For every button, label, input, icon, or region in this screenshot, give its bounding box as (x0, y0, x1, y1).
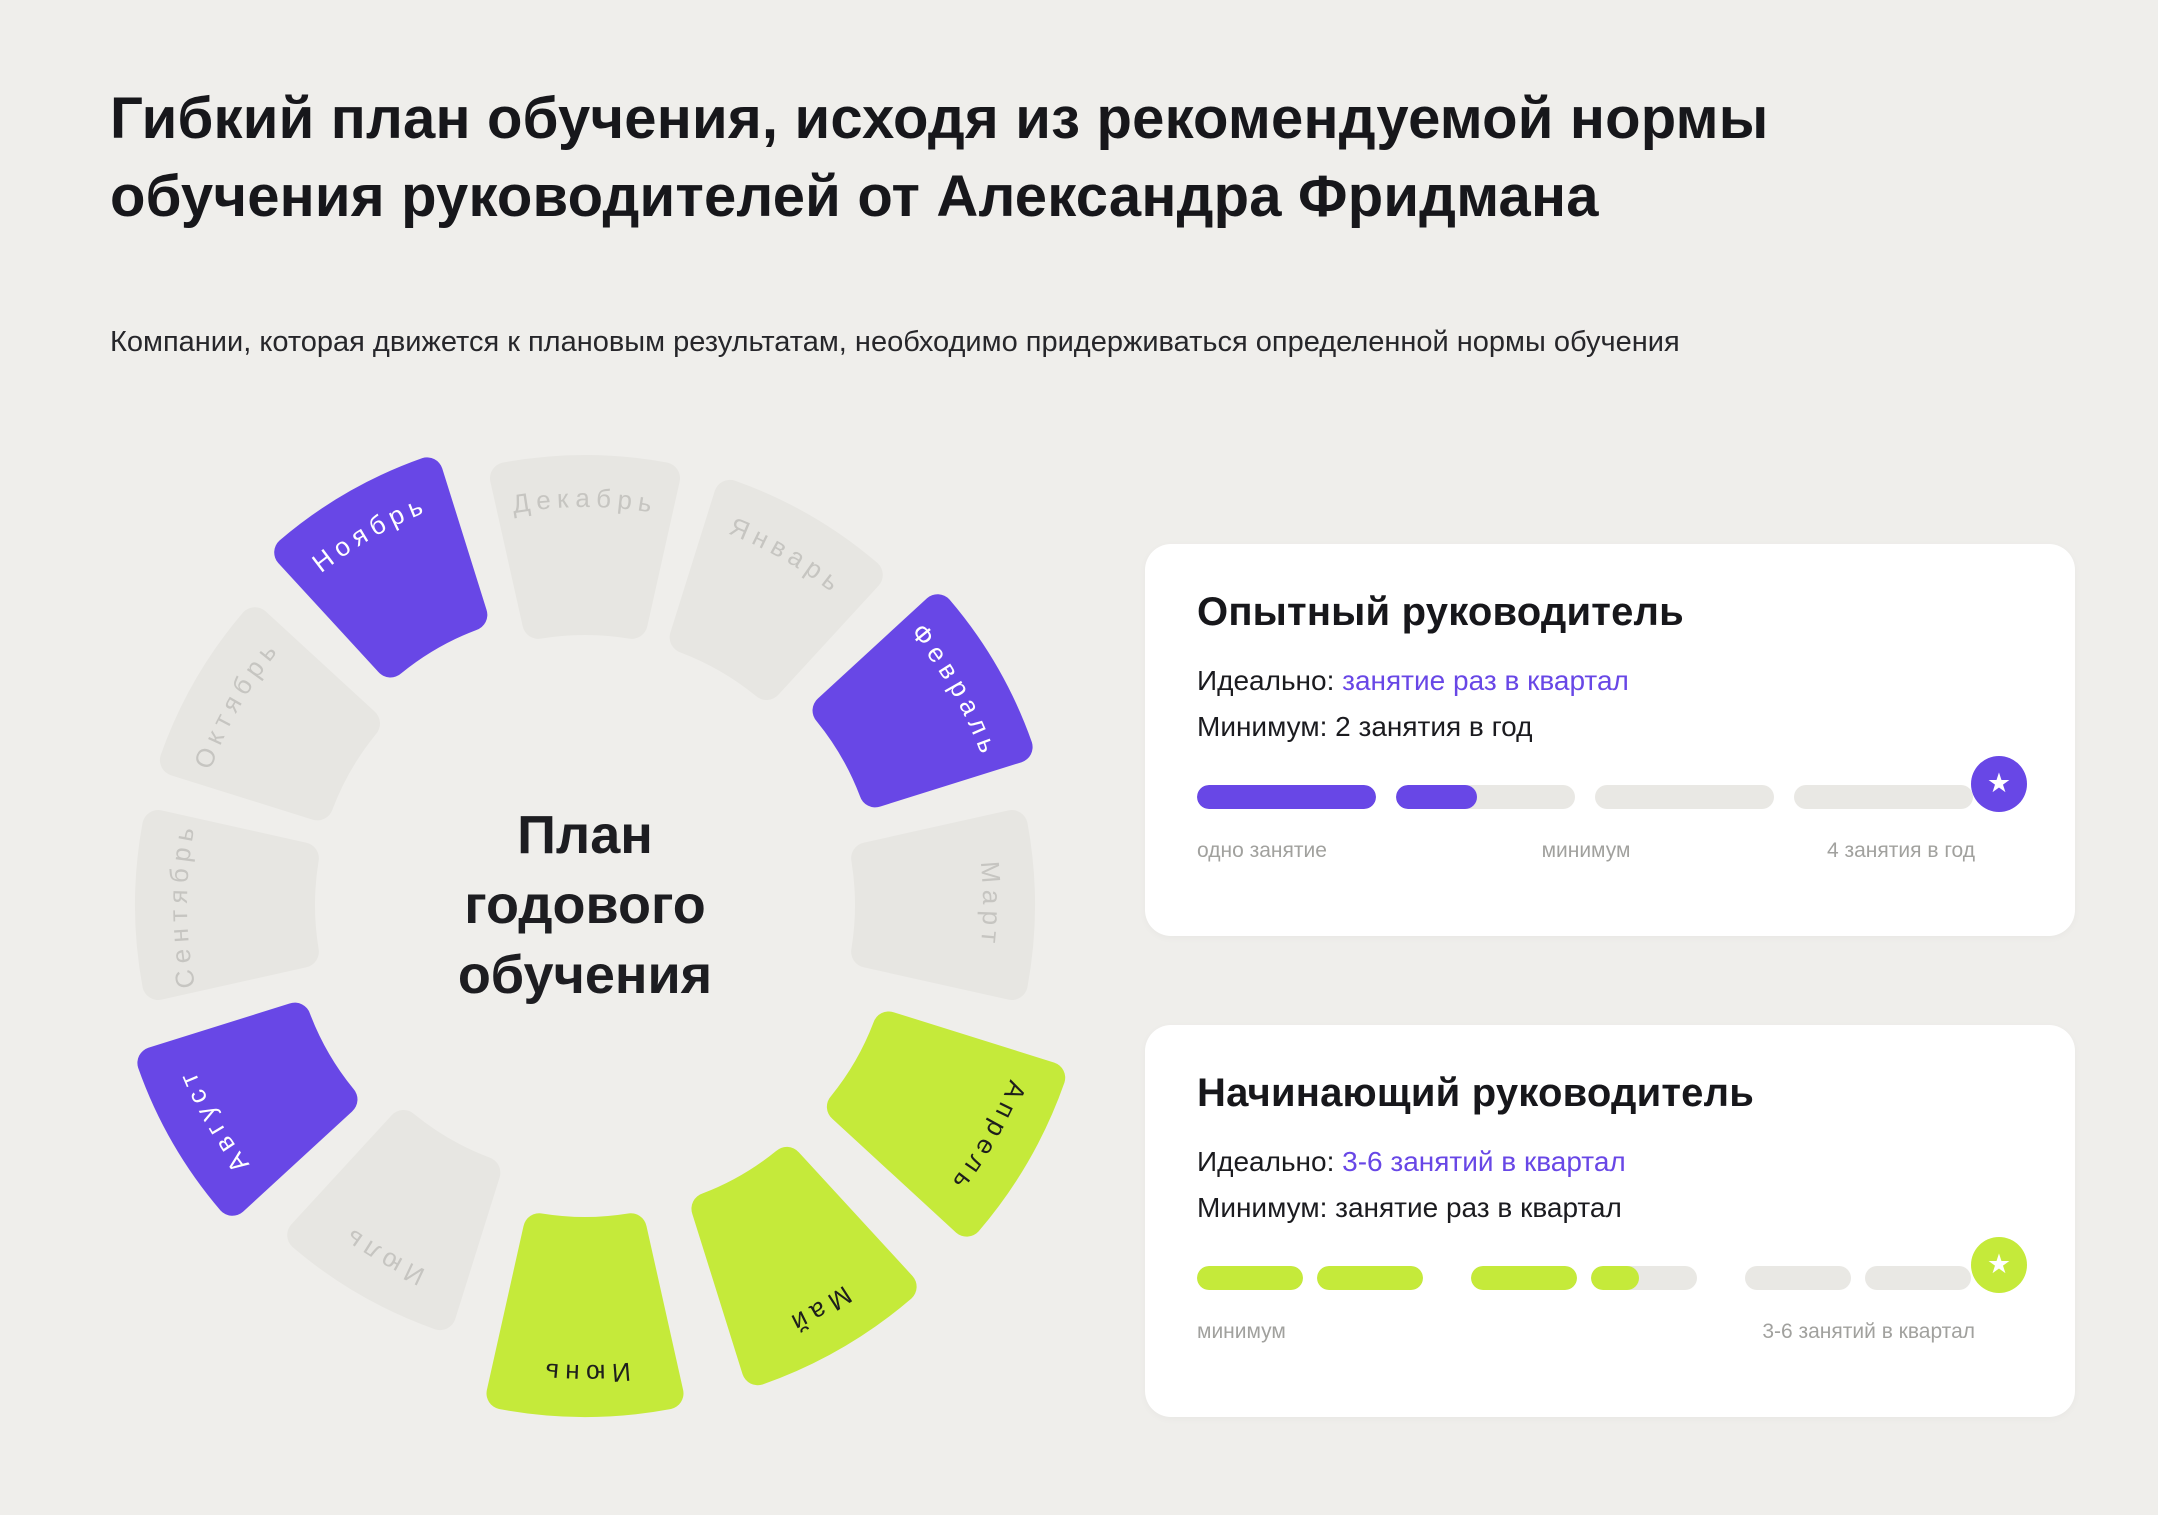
progress-track (1595, 785, 1774, 809)
month-segment: Ноябрь (274, 457, 488, 678)
month-segment-shape (486, 1213, 684, 1418)
bar-caption: одно занятие (1197, 839, 1327, 862)
month-segment-shape (812, 594, 1033, 808)
page-title: Гибкий план обучения, исходя из рекоменд… (110, 80, 2070, 235)
month-segment-shape (826, 1011, 1066, 1237)
card-title: Опытный руководитель (1197, 590, 1684, 634)
progress-track (1317, 1266, 1423, 1290)
month-segment: Март (851, 810, 1035, 1000)
bar-captions-row: минимум 3-6 занятий в квартал (1197, 1320, 1975, 1346)
page-title-line1: Гибкий план обучения, исходя из рекоменд… (110, 86, 1769, 151)
month-label: Март (975, 860, 1007, 950)
month-segment-shape (159, 607, 381, 821)
month-segment: Февраль (812, 594, 1033, 808)
month-segment-shape (274, 457, 488, 678)
progress-fill (1591, 1266, 1639, 1290)
star-icon: ★ (1986, 1248, 2012, 1279)
minimum-line: Минимум: 2 занятия в год (1197, 711, 1533, 742)
progress-bars-row (1197, 785, 1975, 809)
month-segment: Октябрь (159, 607, 381, 821)
progress-track (1745, 1266, 1851, 1290)
card-experienced-manager: Опытный руководитель Идеально: занятие р… (1145, 544, 2075, 936)
month-segment-shape (691, 1146, 917, 1386)
page-subtitle: Компании, которая движется к плановым ре… (110, 326, 1680, 358)
month-segment: Сентябрь (135, 810, 319, 1000)
progress-fill (1197, 785, 1376, 809)
header: Гибкий план обучения, исходя из рекоменд… (110, 80, 2070, 235)
month-segment-shape (287, 1109, 501, 1331)
page-title-line2: обучения руководителей от Александра Фри… (110, 163, 1599, 229)
month-segment-shape (490, 455, 680, 639)
progress-fill (1317, 1266, 1423, 1290)
progress-track (1471, 1266, 1577, 1290)
card-title: Начинающий руководитель (1197, 1071, 1755, 1115)
wheel-center-title: План годового обучения (457, 804, 713, 1006)
bar-captions-row: одно занятие минимум 4 занятия в год (1197, 839, 1975, 865)
month-segment-shape (135, 810, 319, 1000)
annual-plan-wheel: Декабрь Январь Февраль Март Апрель Май Июнь Июл… (55, 375, 1115, 1435)
bar-caption: 3-6 занятий в квартал (1762, 1320, 1975, 1343)
month-segment-shape (137, 1002, 358, 1216)
month-segment-shape (851, 810, 1035, 1000)
bar-caption: минимум (1541, 839, 1631, 862)
star-icon: ★ (1986, 767, 2012, 798)
card-beginner-manager: Начинающий руководитель Идеально: 3-6 за… (1145, 1025, 2075, 1417)
month-segment: Июль (287, 1109, 501, 1331)
ideal-label: Идеально: (1197, 665, 1335, 696)
month-segment: Апрель (826, 1011, 1066, 1237)
star-badge: ★ (1971, 756, 2027, 812)
bar-caption: минимум (1197, 1320, 1286, 1343)
bar-caption: 4 занятия в год (1826, 839, 1975, 862)
progress-track (1865, 1266, 1971, 1290)
ideal-value: занятие раз в квартал (1342, 665, 1629, 696)
progress-track (1197, 1266, 1303, 1290)
ideal-value: 3-6 занятий в квартал (1342, 1146, 1626, 1177)
progress-track (1197, 785, 1376, 809)
progress-fill (1197, 1266, 1303, 1290)
ideal-line: Идеально: 3-6 занятий в квартал (1197, 1146, 2023, 1178)
month-label: Сентябрь (163, 819, 201, 991)
minimum-line: Минимум: занятие раз в квартал (1197, 1192, 1622, 1223)
month-segment-shape (669, 479, 883, 701)
ideal-line: Идеально: занятие раз в квартал (1197, 665, 2023, 697)
month-segment: Август (137, 1002, 358, 1216)
month-segment: Декабрь (490, 455, 680, 639)
month-label: Июнь (538, 1357, 632, 1389)
month-segment: Май (691, 1146, 917, 1386)
progress-bars-row (1197, 1266, 1975, 1290)
progress-track (1591, 1266, 1697, 1290)
progress-fill (1471, 1266, 1577, 1290)
progress-fill (1396, 785, 1477, 809)
month-segment: Январь (669, 479, 883, 701)
star-badge: ★ (1971, 1237, 2027, 1293)
progress-track (1794, 785, 1973, 809)
ideal-label: Идеально: (1197, 1146, 1335, 1177)
month-segment: Июнь (486, 1213, 684, 1418)
progress-track (1396, 785, 1575, 809)
